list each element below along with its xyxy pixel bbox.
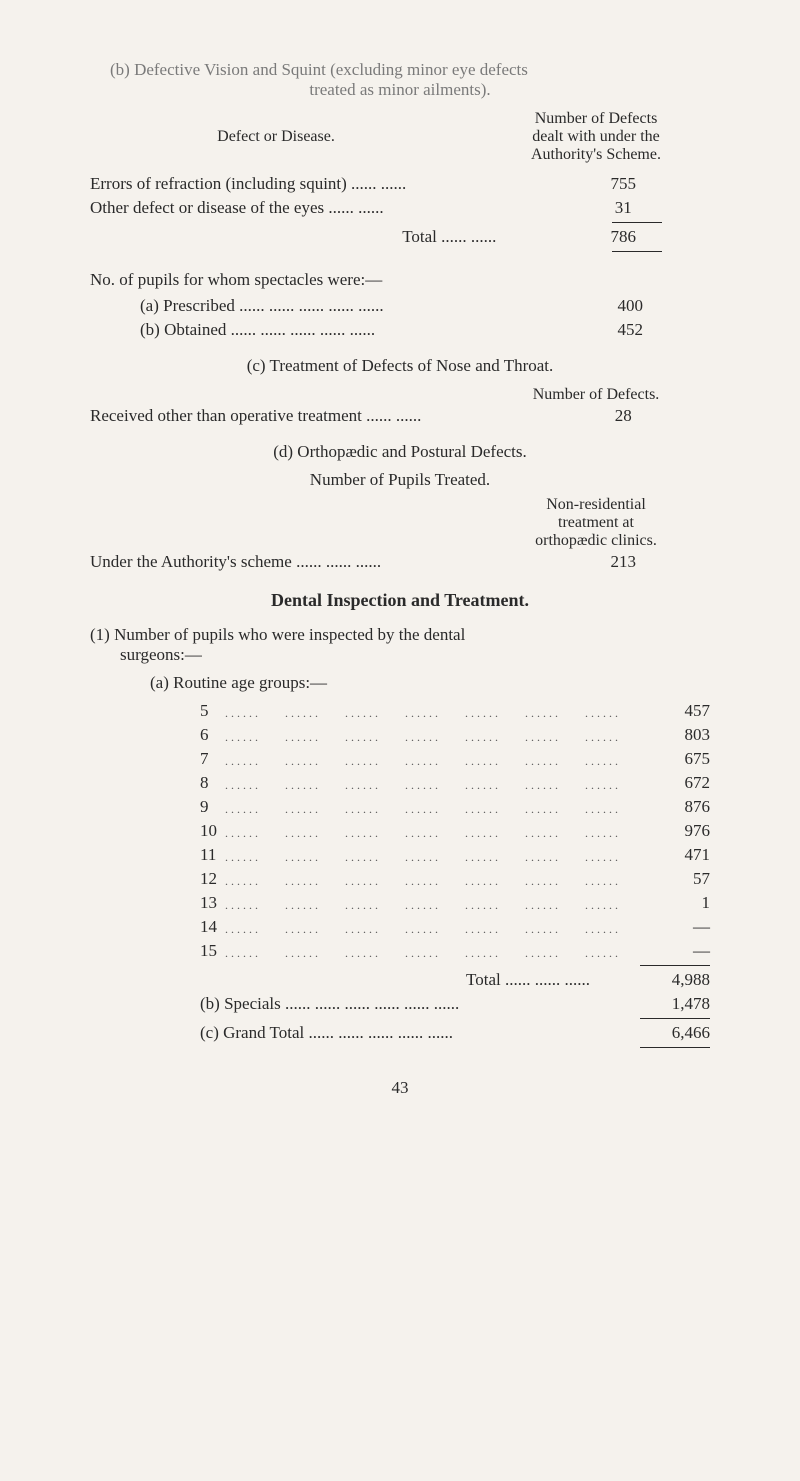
row-other-defect: Other defect or disease of the eyes ....…: [90, 198, 536, 218]
dental-total-label: Total ...... ...... ......: [225, 970, 630, 990]
row-obtained: (b) Obtained ...... ...... ...... ......…: [140, 320, 550, 340]
section-b-heading-2: treated as minor ailments).: [90, 80, 710, 100]
dots-filler: ...... ...... ...... ...... ...... .....…: [225, 773, 630, 793]
age-row: 11...... ...... ...... ...... ...... ...…: [90, 845, 710, 865]
row-prescribed: (a) Prescribed ...... ...... ...... ....…: [140, 296, 550, 316]
age-row: 6...... ...... ...... ...... ...... ....…: [90, 725, 710, 745]
age-row: 13...... ...... ...... ...... ...... ...…: [90, 893, 710, 913]
dots-filler: ...... ...... ...... ...... ...... .....…: [225, 941, 630, 961]
col-d-r2: treatment at: [482, 514, 710, 532]
row-errors-refraction: Errors of refraction (including squint) …: [90, 174, 536, 194]
age-count: —: [630, 917, 710, 937]
row-prescribed-val: 400: [550, 296, 710, 316]
row-errors-refraction-val: 755: [536, 174, 710, 194]
age-count: 675: [630, 749, 710, 769]
dental-sub-a: (a) Routine age groups:—: [90, 673, 710, 693]
age-label: 14: [200, 917, 225, 937]
row-received-treatment: Received other than operative treatment …: [90, 406, 536, 426]
age-row: 12...... ...... ...... ...... ...... ...…: [90, 869, 710, 889]
dental-item1-l2: surgeons:—: [90, 645, 710, 665]
age-label: 9: [200, 797, 225, 817]
dots-filler: ...... ...... ...... ...... ...... .....…: [225, 917, 630, 937]
col-d-r1: Non-residential: [482, 496, 710, 514]
age-count: 672: [630, 773, 710, 793]
age-count: 57: [630, 869, 710, 889]
page-number: 43: [90, 1078, 710, 1098]
age-count: —: [630, 941, 710, 961]
row-obtained-val: 452: [550, 320, 710, 340]
spectacles-heading: No. of pupils for whom spectacles were:—: [90, 270, 710, 290]
age-label: 12: [200, 869, 225, 889]
row-total-b: Total ...... ......: [90, 227, 536, 247]
age-row: 9...... ...... ...... ...... ...... ....…: [90, 797, 710, 817]
dental-heading: Dental Inspection and Treatment.: [90, 590, 710, 611]
age-label: 15: [200, 941, 225, 961]
dots-filler: ...... ...... ...... ...... ...... .....…: [225, 869, 630, 889]
age-count: 471: [630, 845, 710, 865]
age-label: 8: [200, 773, 225, 793]
dental-total-value: 4,988: [630, 970, 710, 990]
age-label: 5: [200, 701, 225, 721]
dots-filler: ...... ...... ...... ...... ...... .....…: [225, 725, 630, 745]
section-d-sub: Number of Pupils Treated.: [90, 470, 710, 490]
age-count: 457: [630, 701, 710, 721]
age-row: 15...... ...... ...... ...... ...... ...…: [90, 941, 710, 961]
col-c-right: Number of Defects.: [482, 386, 710, 404]
dental-specials-value: 1,478: [630, 994, 710, 1014]
row-received-treatment-val: 28: [536, 406, 710, 426]
section-c-heading: (c) Treatment of Defects of Nose and Thr…: [90, 356, 710, 376]
dots-filler: ...... ...... ...... ...... ...... .....…: [225, 821, 630, 841]
row-under-authority-val: 213: [536, 552, 710, 572]
dental-grand-label: (c) Grand Total ...... ...... ...... ...…: [200, 1023, 630, 1043]
section-d-heading: (d) Orthopædic and Postural Defects.: [90, 442, 710, 462]
age-row: 7...... ...... ...... ...... ...... ....…: [90, 749, 710, 769]
row-total-b-val: 786: [536, 227, 710, 247]
age-row: 14...... ...... ...... ...... ...... ...…: [90, 917, 710, 937]
dots-filler: ...... ...... ...... ...... ...... .....…: [225, 845, 630, 865]
row-under-authority: Under the Authority's scheme ...... ....…: [90, 552, 536, 572]
age-row: 10...... ...... ...... ...... ...... ...…: [90, 821, 710, 841]
age-label: 11: [200, 845, 225, 865]
age-row: 5...... ...... ...... ...... ...... ....…: [90, 701, 710, 721]
dots-filler: ...... ...... ...... ...... ...... .....…: [225, 701, 630, 721]
age-label: 10: [200, 821, 225, 841]
age-label: 6: [200, 725, 225, 745]
section-b-heading: (b) Defective Vision and Squint (excludi…: [90, 60, 710, 80]
col-d-r3: orthopædic clinics.: [482, 532, 710, 550]
dots-filler: ...... ...... ...... ...... ...... .....…: [225, 797, 630, 817]
col-right-l3: Authority's Scheme.: [482, 146, 710, 164]
col-right-l1: Number of Defects: [482, 110, 710, 128]
dots-filler: ...... ...... ...... ...... ...... .....…: [225, 749, 630, 769]
age-label: 7: [200, 749, 225, 769]
age-row: 8...... ...... ...... ...... ...... ....…: [90, 773, 710, 793]
age-count: 976: [630, 821, 710, 841]
age-count: 803: [630, 725, 710, 745]
dental-grand-value: 6,466: [630, 1023, 710, 1043]
dental-item1-l1: (1) Number of pupils who were inspected …: [90, 625, 710, 645]
age-count: 1: [630, 893, 710, 913]
col-right-l2: dealt with under the: [482, 128, 710, 146]
dots-filler: ...... ...... ...... ...... ...... .....…: [225, 893, 630, 913]
col-defect-disease: Defect or Disease.: [217, 128, 335, 145]
dental-specials-label: (b) Specials ...... ...... ...... ......…: [200, 994, 630, 1014]
row-other-defect-val: 31: [536, 198, 710, 218]
age-count: 876: [630, 797, 710, 817]
age-label: 13: [200, 893, 225, 913]
